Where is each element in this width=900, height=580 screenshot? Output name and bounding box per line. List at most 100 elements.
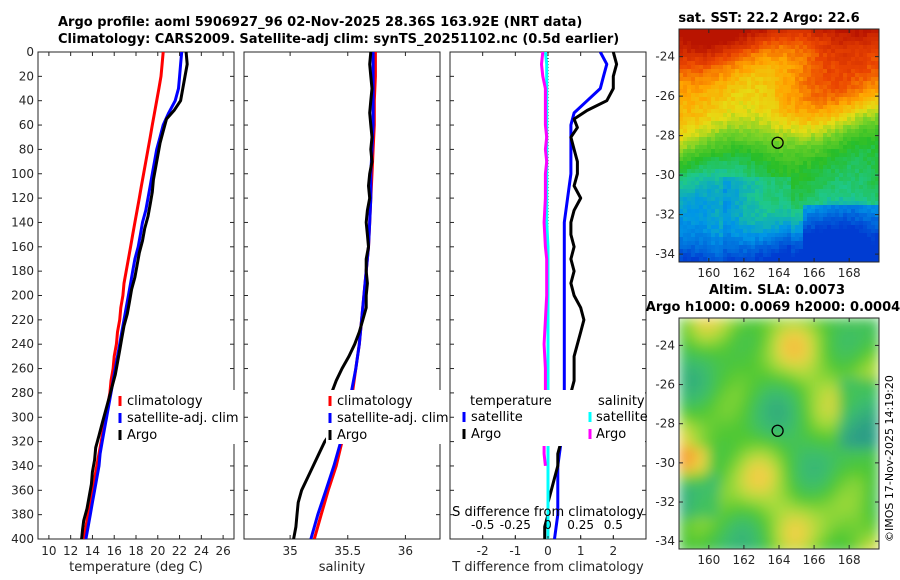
map-cell: [689, 388, 695, 394]
map-cell: [827, 189, 832, 194]
map-cell: [811, 229, 816, 234]
map-cell: [679, 233, 684, 238]
map-cell: [774, 438, 780, 444]
map-cell: [799, 368, 805, 374]
series-line-Argo: [80, 52, 189, 539]
map-cell: [731, 37, 736, 42]
map-cell: [699, 493, 705, 499]
map-cell: [683, 117, 688, 122]
map-cell: [814, 373, 820, 379]
map-cell: [734, 493, 740, 499]
map-cell: [759, 97, 764, 102]
map-cell: [727, 165, 732, 170]
map-cell: [689, 418, 695, 424]
map-cell: [689, 393, 695, 399]
map-cell: [767, 49, 772, 54]
map-cell: [787, 125, 792, 130]
map-cell: [799, 145, 804, 150]
map-cell: [823, 69, 828, 74]
map-cell: [719, 169, 724, 174]
map-cell: [679, 141, 684, 146]
map-cell: [855, 37, 860, 42]
map-cell: [815, 49, 820, 54]
map-cell: [863, 37, 868, 42]
map-cell: [871, 81, 876, 86]
map-cell: [754, 408, 760, 414]
map-cell: [799, 363, 805, 369]
map-cell: [735, 137, 740, 142]
map-cell: [835, 101, 840, 106]
map-cell: [749, 488, 755, 494]
map-cell: [864, 408, 870, 414]
map-cell: [735, 61, 740, 66]
map-cell: [799, 169, 804, 174]
map-cell: [764, 448, 770, 454]
map-cell: [689, 443, 695, 449]
map-cell: [679, 61, 684, 66]
map-cell: [683, 177, 688, 182]
map-cell: [863, 149, 868, 154]
map-cell: [754, 368, 760, 374]
map-cell: [809, 498, 815, 504]
map-cell: [839, 493, 845, 499]
map-cell: [724, 358, 730, 364]
map-cell: [769, 518, 775, 524]
map-cell: [699, 129, 704, 134]
map-cell: [831, 257, 836, 262]
map-cell: [751, 153, 756, 158]
map-cell: [759, 473, 765, 479]
map-cell: [795, 177, 800, 182]
map-cell: [775, 161, 780, 166]
map-cell: [849, 513, 855, 519]
map-cell: [734, 403, 740, 409]
map-cell: [807, 33, 812, 38]
map-cell: [699, 528, 705, 534]
map-cell: [684, 408, 690, 414]
map-cell: [749, 368, 755, 374]
map-cell: [724, 483, 730, 489]
difference-legend: temperature salinitysatelliteArgosatellit…: [460, 390, 648, 446]
legend-entry: Argo: [471, 427, 501, 442]
map-cell: [807, 209, 812, 214]
map-cell: [769, 463, 775, 469]
map-cell: [699, 363, 705, 369]
map-cell: [859, 518, 865, 524]
map-cell: [849, 373, 855, 379]
map-cell: [711, 229, 716, 234]
map-cell: [863, 257, 868, 262]
map-cell: [731, 45, 736, 50]
map-cell: [739, 433, 745, 439]
map-cell: [695, 241, 700, 246]
map-cell: [827, 241, 832, 246]
map-cell: [875, 197, 879, 202]
map-cell: [774, 338, 780, 344]
map-cell: [843, 217, 848, 222]
map-cell: [855, 149, 860, 154]
map-cell: [864, 353, 870, 359]
map-cell: [831, 229, 836, 234]
map-cell: [747, 69, 752, 74]
map-cell: [694, 418, 700, 424]
map-cell: [709, 368, 715, 374]
map-cell: [763, 101, 768, 106]
map-cell: [867, 237, 872, 242]
map-cell: [709, 463, 715, 469]
map-cell: [707, 221, 712, 226]
map-cell: [769, 393, 775, 399]
map-cell: [787, 209, 792, 214]
map-cell: [729, 383, 735, 389]
map-cell: [711, 37, 716, 42]
argo-position-marker: [771, 136, 784, 149]
map-cell: [874, 393, 879, 399]
map-cell: [763, 205, 768, 210]
map-cell: [719, 133, 724, 138]
map-cell: [719, 383, 725, 389]
map-cell: [871, 173, 876, 178]
map-cell: [749, 323, 755, 329]
map-cell: [694, 483, 700, 489]
map-cell: [683, 173, 688, 178]
map-cell: [859, 41, 864, 46]
map-cell: [831, 33, 836, 38]
map-cell: [707, 157, 712, 162]
map-cell: [734, 383, 740, 389]
